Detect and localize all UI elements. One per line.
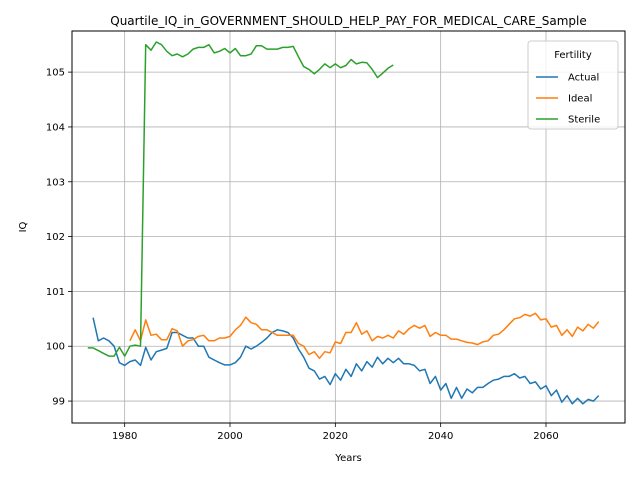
x-tick-label: 2040: [428, 431, 453, 442]
chart-title: Quartile_IQ_in_GOVERNMENT_SHOULD_HELP_PA…: [110, 14, 586, 28]
x-tick-label: 1980: [112, 431, 137, 442]
y-tick-label: 105: [46, 68, 65, 79]
legend-label-sterile: Sterile: [568, 115, 600, 126]
legend-box: [527, 40, 619, 130]
y-tick-label: 100: [46, 342, 65, 353]
grid-lines: [72, 31, 625, 423]
axis-ticks: 1980 2000 2020 2040 2060 99 100 101 102 103 104 105: [46, 68, 559, 442]
series-lines: [87, 41, 600, 405]
series-line-ideal: [129, 312, 600, 360]
y-tick-label: 103: [46, 177, 65, 188]
legend-title: Fertility: [554, 50, 592, 61]
series-line-actual: [92, 317, 600, 405]
x-tick-label: 2060: [533, 431, 558, 442]
plot-frame: [71, 30, 626, 424]
legend-label-actual: Actual: [568, 73, 599, 84]
legend: Fertility Actual Ideal Sterile: [527, 40, 619, 130]
legend-items: Actual Ideal Sterile: [536, 73, 600, 126]
y-tick-label: 101: [46, 287, 65, 298]
x-tick-label: 2020: [323, 431, 348, 442]
legend-label-ideal: Ideal: [568, 94, 592, 105]
x-axis-label: Years: [334, 453, 361, 464]
y-tick-label: 102: [46, 232, 65, 243]
y-tick-label: 99: [52, 397, 65, 408]
x-tick-label: 2000: [217, 431, 242, 442]
y-axis-label: IQ: [18, 221, 29, 232]
y-tick-label: 104: [46, 122, 65, 133]
series-line-sterile: [87, 41, 394, 357]
